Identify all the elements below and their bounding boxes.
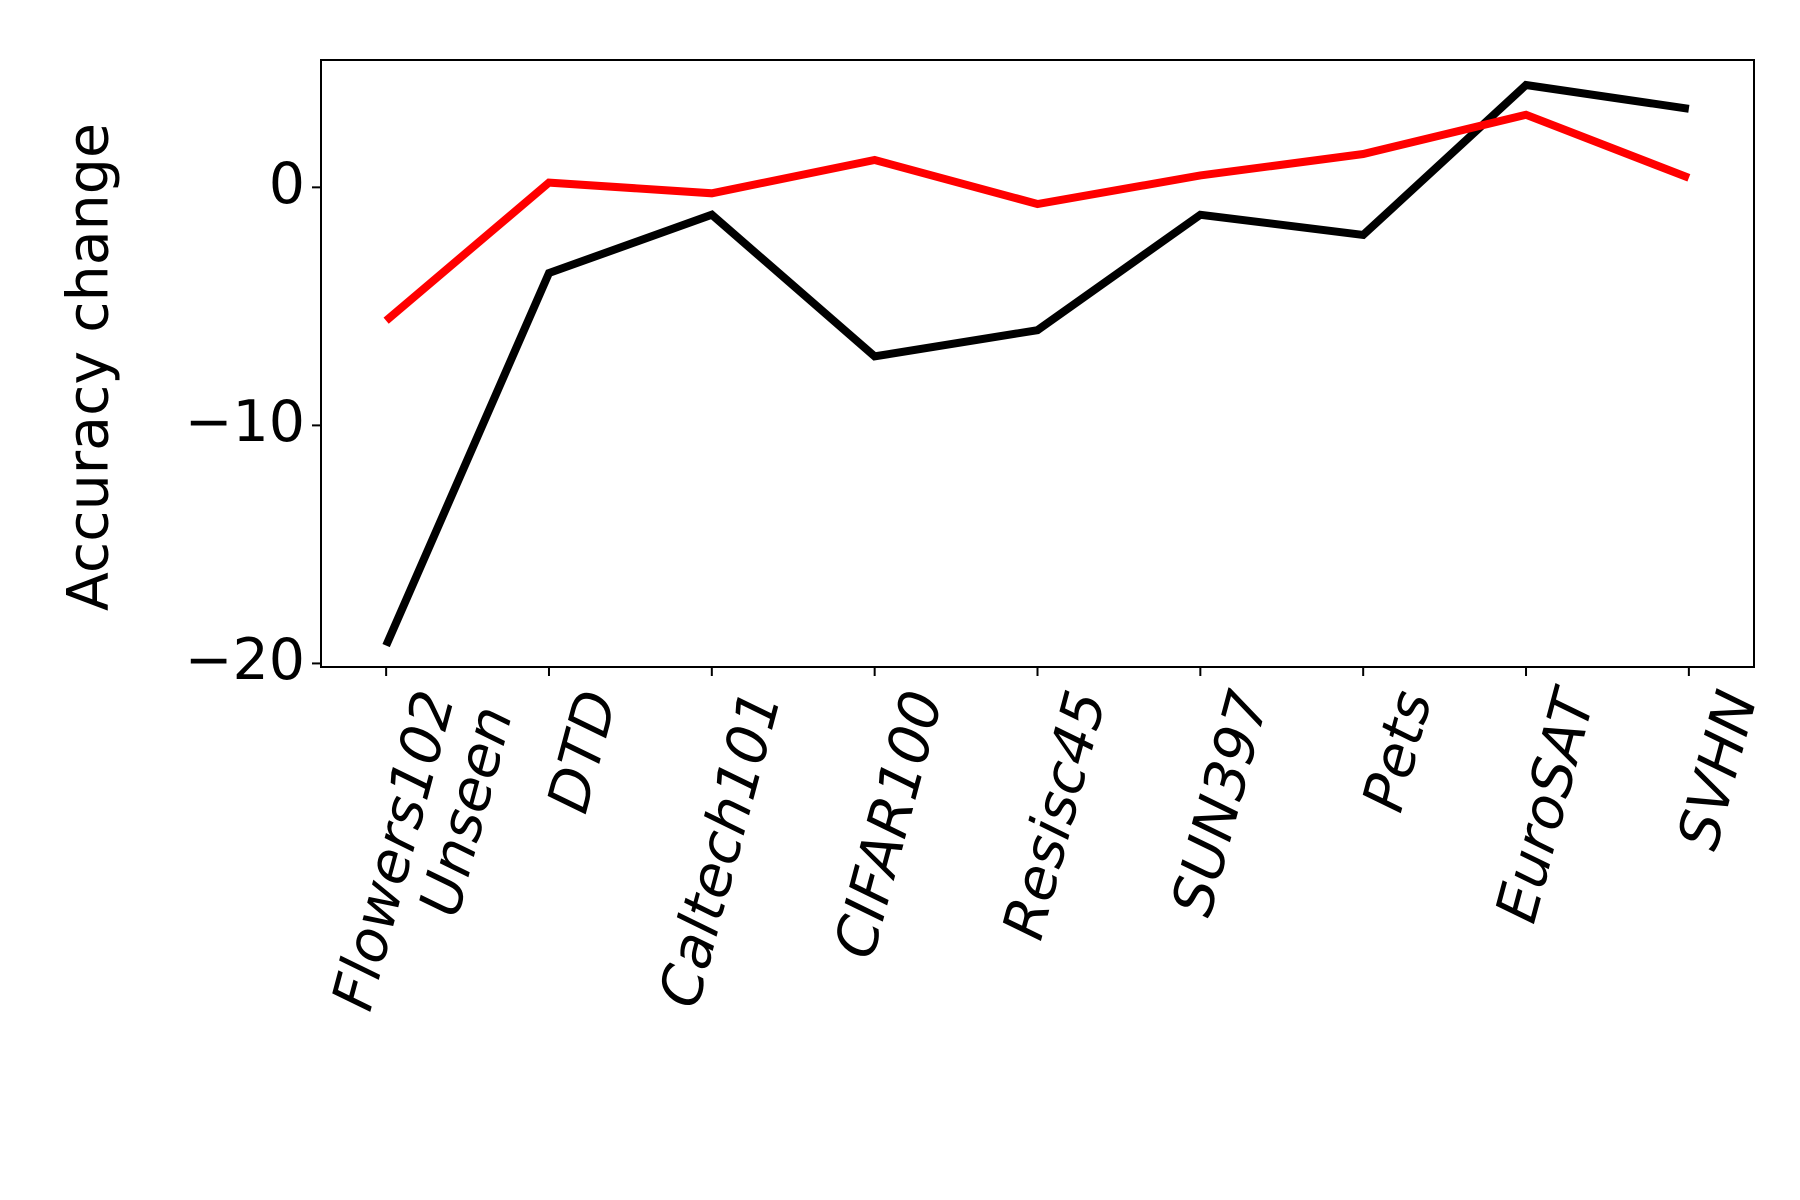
y-tick-label: 0 (269, 151, 305, 217)
y-tick-label: −10 (185, 389, 305, 455)
y-axis-label: Accuracy change (56, 123, 122, 611)
line (382, 80, 1690, 648)
line (383, 110, 1691, 324)
y-tick-label: −20 (185, 627, 305, 693)
plot-frame (320, 59, 1755, 668)
